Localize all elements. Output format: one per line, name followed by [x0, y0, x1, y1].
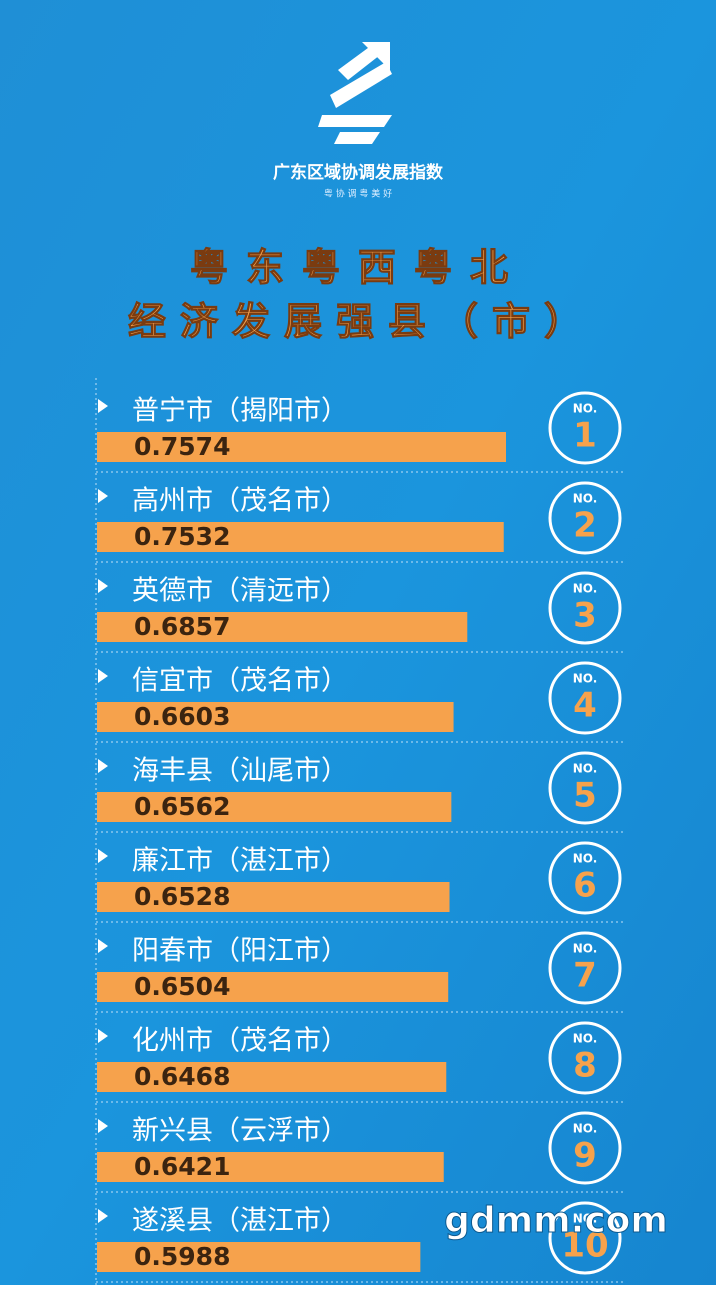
rank-badge: [548, 571, 622, 645]
rank-badge: [548, 1111, 622, 1185]
category-label: 海丰县（汕尾市）: [132, 756, 348, 787]
logo: [318, 42, 392, 144]
marker: [98, 399, 108, 413]
value-label: 0.6468: [134, 1062, 230, 1091]
rank-number: 7: [573, 956, 597, 996]
bar: [97, 1242, 421, 1272]
rank-label: NO.: [573, 762, 598, 776]
marker: [98, 669, 108, 683]
category-label: 信宜市（茂名市）: [132, 666, 348, 697]
value-label: 0.6562: [134, 792, 230, 821]
value-label: 0.7532: [134, 522, 230, 551]
bar: [97, 792, 452, 822]
rank-badge: [548, 481, 622, 555]
rank-number: 5: [573, 776, 597, 816]
bar: [97, 1062, 447, 1092]
rank-number: 9: [573, 1136, 597, 1176]
rank-number: 6: [573, 866, 597, 906]
category-label: 英德市（清远市）: [132, 576, 348, 607]
bar: [97, 612, 468, 642]
marker: [98, 1209, 108, 1223]
category-label: 阳春市（阳江市）: [132, 936, 348, 967]
rank-badge: [548, 931, 622, 1005]
rank-label: NO.: [573, 852, 598, 866]
rank-badge: [548, 661, 622, 735]
marker: [98, 489, 108, 503]
chart-title: 粤东粤西粤北: [190, 246, 526, 290]
value-label: 0.6421: [134, 1152, 230, 1181]
bar: [97, 882, 450, 912]
watermark: gdmm.com: [444, 1200, 668, 1241]
rank-label: NO.: [573, 672, 598, 686]
rank-number: 2: [573, 506, 597, 546]
rank-number: 4: [573, 686, 597, 726]
marker: [98, 939, 108, 953]
rank-label: NO.: [573, 1122, 598, 1136]
rank-label: NO.: [573, 582, 598, 596]
bar: [97, 1152, 444, 1182]
rank-label: NO.: [573, 1032, 598, 1046]
rank-number: 1: [573, 416, 597, 456]
value-label: 0.7574: [134, 432, 230, 461]
bar: [97, 972, 449, 1002]
category-label: 高州市（茂名市）: [132, 486, 348, 517]
value-label: 0.6528: [134, 882, 230, 911]
bar: [97, 702, 454, 732]
marker: [98, 759, 108, 773]
rank-number: 3: [573, 596, 597, 636]
value-label: 0.5988: [134, 1242, 230, 1271]
value-label: 0.6603: [134, 702, 230, 731]
logo-subtext: 粤 协 调 粤 美 好: [324, 188, 392, 200]
marker: [98, 849, 108, 863]
bar: [97, 432, 506, 462]
chart-subtitle: 经济发展强县（市）: [128, 300, 596, 344]
rank-number: 10: [561, 1226, 608, 1266]
rank-badge: [548, 751, 622, 825]
category-label: 普宁市（揭阳市）: [132, 396, 348, 427]
category-label: 遂溪县（湛江市）: [132, 1206, 348, 1237]
rank-badge: [548, 391, 622, 465]
rank-label: NO.: [573, 492, 598, 506]
marker: [98, 1119, 108, 1133]
category-label: 廉江市（湛江市）: [132, 846, 348, 877]
rank-number: 8: [573, 1046, 597, 1086]
value-label: 0.6857: [134, 612, 230, 641]
logo-text: 广东区域协调发展指数: [273, 162, 444, 183]
category-label: 化州市（茂名市）: [132, 1026, 348, 1057]
marker: [98, 579, 108, 593]
rank-label: NO.: [573, 942, 598, 956]
category-label: 新兴县（云浮市）: [132, 1116, 348, 1147]
rank-label: NO.: [573, 1212, 598, 1226]
value-label: 0.6504: [134, 972, 230, 1001]
rank-badge: [548, 1021, 622, 1095]
bar: [97, 522, 504, 552]
rank-badge: [548, 841, 622, 915]
rank-badge: [548, 1201, 622, 1275]
rank-label: NO.: [573, 402, 598, 416]
marker: [98, 1029, 108, 1043]
